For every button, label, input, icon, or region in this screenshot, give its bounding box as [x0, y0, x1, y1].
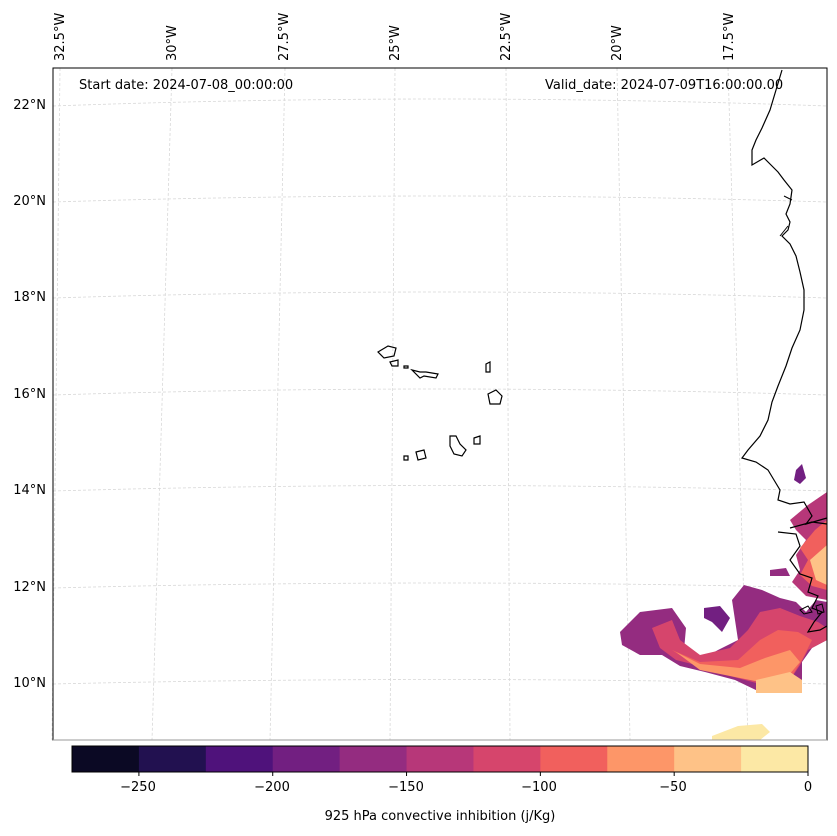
colorbar-swatch	[607, 746, 675, 772]
gridlines	[51, 67, 828, 741]
valid-date-label: Valid_date: 2024-07-09T16:00:00.00	[545, 78, 784, 93]
island-brava	[403, 455, 409, 461]
bijagos-islands	[799, 603, 825, 615]
lon-label-25: 25°W	[388, 25, 403, 61]
lat-gridline-12	[52, 582, 828, 589]
lat-label-20: 20°N	[13, 194, 46, 209]
lon-label-27-5: 27.5°W	[277, 12, 292, 61]
cin-region-coast-core	[810, 545, 827, 585]
start-date-label: Start date: 2024-07-08_00:00:00	[79, 78, 294, 93]
colorbar-swatch	[741, 746, 809, 772]
colorbar-tick-minus-200: −200	[254, 780, 290, 795]
lon-label-20: 20°W	[610, 25, 625, 61]
island-santa-luzia	[403, 365, 409, 369]
cin-region-senegal-blob	[794, 464, 806, 484]
cin-region-south	[712, 724, 770, 740]
island-sal	[485, 361, 491, 373]
lon-gridline-30	[151, 67, 173, 741]
colorbar-swatch	[272, 746, 341, 772]
lon-label-30: 30°W	[165, 25, 180, 61]
colorbar-tick-minus-100: −100	[521, 780, 557, 795]
lat-gridline-18	[52, 291, 828, 299]
africa-coastline-guinea	[777, 531, 828, 633]
lon-label-22-5: 22.5°W	[499, 12, 514, 61]
cin-region-inner-4	[756, 672, 802, 693]
lat-label-12: 12°N	[13, 580, 46, 595]
colorbar-tick-minus-50: −50	[659, 780, 687, 795]
island-santiago	[449, 435, 467, 457]
island-sao-nicolau	[410, 368, 439, 379]
colorbar-swatch	[138, 746, 207, 772]
cin-region-inner-3	[676, 650, 800, 682]
lon-gridline-27-5	[269, 67, 286, 741]
lat-label-22: 22°N	[13, 98, 46, 113]
lat-gridline-22	[52, 98, 828, 107]
colorbar-tick-marks	[138, 772, 809, 776]
cin-region-west-pocket	[704, 606, 730, 632]
lat-gridline-14	[52, 485, 828, 492]
colorbar-swatch	[339, 746, 408, 772]
africa-coastline-gambia	[789, 521, 828, 529]
africa-coastline	[740, 69, 828, 526]
cin-contours	[620, 464, 827, 740]
island-sao-vicente	[389, 359, 399, 367]
lon-gridline-25	[389, 67, 396, 741]
lon-label-17-5: 17.5°W	[722, 12, 737, 61]
island-santo-antao	[377, 345, 397, 359]
cin-region-guinea-patch	[770, 568, 790, 576]
lat-label-14: 14°N	[13, 483, 46, 498]
lon-gridline-22-5	[505, 67, 511, 741]
lat-label-16: 16°N	[13, 387, 46, 402]
lat-gridline-10	[52, 679, 828, 685]
colorbar-label: 925 hPa convective inhibition (j/Kg)	[324, 809, 556, 824]
colorbar-frame	[71, 745, 809, 773]
colorbar-tick-minus-250: −250	[120, 780, 156, 795]
colorbar-tick-0: 0	[803, 780, 813, 795]
colorbar-swatch	[473, 746, 541, 772]
lon-label-32-5: 32.5°W	[53, 12, 68, 61]
colorbar-swatch	[674, 746, 742, 772]
colorbar-swatch	[72, 746, 140, 772]
colorbar-swatch	[540, 746, 608, 772]
lat-gridline-16	[52, 388, 828, 396]
lat-gridline-20	[52, 195, 828, 203]
island-boa-vista	[487, 389, 503, 405]
colorbar-swatches	[72, 746, 809, 772]
island-fogo	[415, 449, 427, 461]
colorbar-tick-minus-150: −150	[388, 780, 424, 795]
lat-label-10: 10°N	[13, 676, 46, 691]
colorbar-swatch	[406, 746, 474, 772]
island-maio	[473, 435, 481, 445]
cape-verde-islands	[377, 345, 503, 461]
lat-label-18: 18°N	[13, 290, 46, 305]
colorbar-swatch	[205, 746, 274, 772]
border-line	[779, 195, 793, 237]
